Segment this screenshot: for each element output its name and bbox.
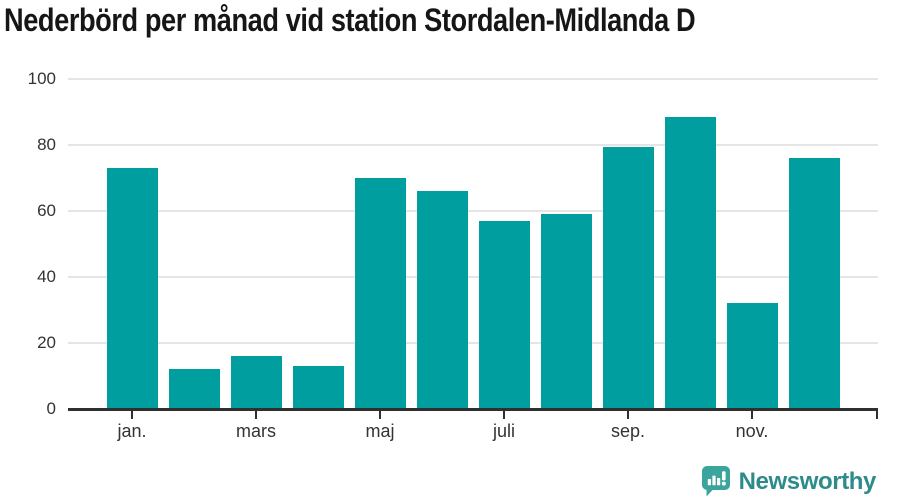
y-gridline: [68, 144, 878, 146]
bar-mars: [230, 356, 282, 409]
y-gridline: [68, 342, 878, 344]
y-axis-tick-label: 0: [46, 399, 56, 418]
x-axis-end-tick: [876, 411, 878, 419]
bar-maj: [354, 178, 406, 409]
x-axis-tick-label: sep.: [610, 421, 646, 441]
y-gridline: [68, 78, 878, 80]
x-axis-tick: [627, 411, 629, 419]
x-axis-tick-label: mars: [236, 421, 276, 441]
bar-dec.: [788, 158, 840, 409]
y-axis-tick-label: 100: [27, 69, 56, 88]
y-axis-tick-label: 80: [37, 135, 56, 154]
y-gridline: [68, 210, 878, 212]
y-axis-tick-label: 60: [37, 201, 56, 220]
x-axis-tick: [255, 411, 257, 419]
brand-footer: Newsworthy: [701, 466, 877, 497]
x-axis-tick-label: jan.: [117, 421, 147, 441]
x-axis-tick: [751, 411, 753, 419]
chart-title: Nederbörd per månad vid station Stordale…: [4, 2, 696, 38]
bar-okt.: [664, 116, 716, 409]
y-axis-tick-label: 20: [37, 333, 56, 352]
x-axis-tick-label: nov.: [735, 421, 769, 441]
bar-juni: [416, 191, 468, 409]
newsworthy-logo-icon: [701, 466, 730, 497]
bar-apr.: [292, 366, 344, 409]
x-axis-tick: [503, 411, 505, 419]
x-axis-line: [68, 408, 878, 411]
bar-nov.: [726, 303, 778, 409]
bar-feb.: [168, 369, 220, 409]
bar-aug.: [540, 214, 592, 409]
bar-jan.: [106, 168, 158, 409]
x-axis-tick-label: juli: [492, 421, 515, 441]
x-axis-tick-label: maj: [365, 421, 395, 441]
x-axis-tick: [131, 411, 133, 419]
bar-juli: [478, 220, 530, 409]
y-gridline: [68, 276, 878, 278]
newsworthy-wordmark: Newsworthy: [738, 467, 877, 495]
y-axis-tick-label: 40: [37, 267, 56, 286]
x-axis-tick: [379, 411, 381, 419]
bar-sep.: [602, 146, 654, 409]
